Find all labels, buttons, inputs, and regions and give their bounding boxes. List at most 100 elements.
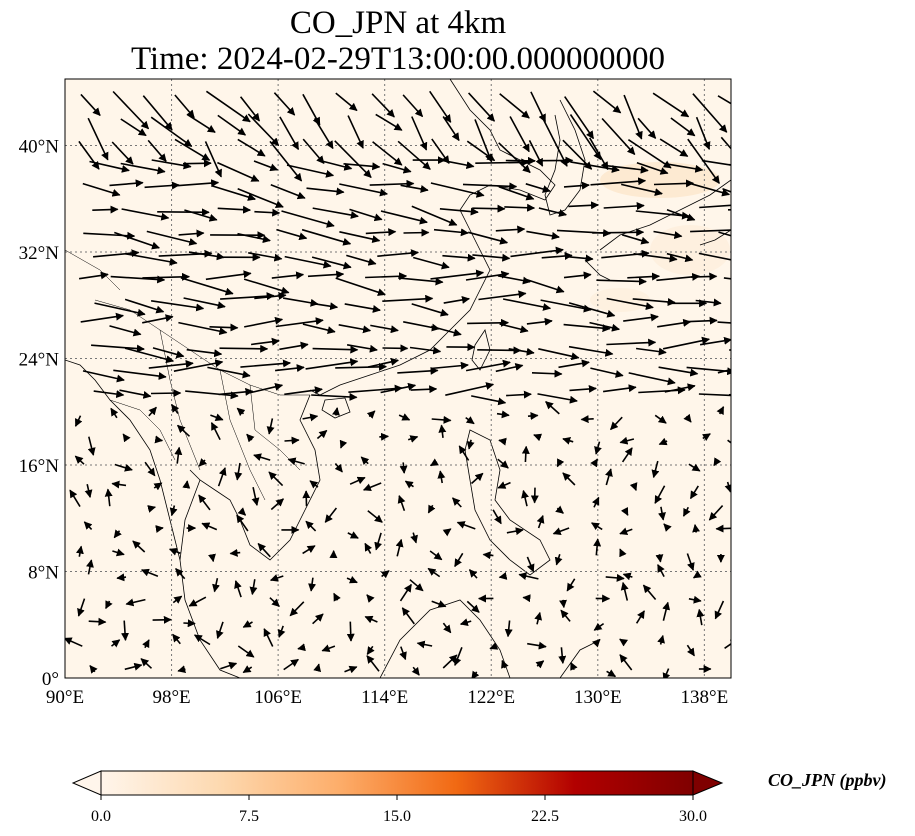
wind-arrow xyxy=(442,116,460,142)
wind-arrow xyxy=(431,138,450,164)
wind-arrow xyxy=(210,421,221,441)
wind-arrow xyxy=(78,140,100,170)
coastline-indochina xyxy=(179,394,321,678)
wind-arrow xyxy=(339,439,348,449)
concentration-highlights xyxy=(590,162,730,312)
wind-arrow xyxy=(65,637,83,647)
wind-arrow xyxy=(633,252,678,263)
wind-arrow xyxy=(466,140,496,162)
wind-arrow xyxy=(606,297,654,311)
wind-arrow xyxy=(655,554,664,563)
wind-arrow xyxy=(429,90,452,123)
lat-tick-label: 40°N xyxy=(19,137,60,158)
wind-arrow xyxy=(496,410,510,419)
wind-arrow xyxy=(110,407,119,419)
wind-arrow xyxy=(401,607,415,625)
wind-arrow xyxy=(183,297,226,310)
wind-arrow xyxy=(155,525,164,533)
wind-arrow xyxy=(377,249,419,258)
wind-arrow xyxy=(94,302,146,317)
wind-arrow xyxy=(610,416,623,431)
wind-arrow xyxy=(471,395,507,406)
wind-arrow xyxy=(397,140,431,170)
wind-arrow xyxy=(93,390,125,399)
wind-arrow xyxy=(510,246,564,258)
wind-arrow xyxy=(144,181,180,190)
wind-arrow xyxy=(74,455,85,465)
wind-arrow xyxy=(475,158,530,167)
wind-arrow xyxy=(370,324,399,334)
wind-arrow xyxy=(569,114,602,161)
wind-arrow xyxy=(482,551,494,560)
wind-arrow xyxy=(522,594,531,603)
colorbar-tick-label: 0.0 xyxy=(91,808,111,825)
wind-arrow xyxy=(364,542,373,554)
wind-arrow xyxy=(718,231,731,237)
lat-tick-label: 24°N xyxy=(19,350,60,371)
wind-arrow xyxy=(734,296,783,303)
wind-arrow xyxy=(242,620,253,628)
coastline-hainan xyxy=(321,397,351,419)
wind-arrow xyxy=(468,92,495,122)
wind-arrow xyxy=(87,436,96,456)
wind-arrow xyxy=(591,496,600,508)
wind-arrow xyxy=(429,550,443,561)
wind-arrow xyxy=(653,179,694,188)
wind-arrow xyxy=(459,618,472,626)
wind-arrow xyxy=(284,436,300,445)
wind-arrow xyxy=(111,480,127,489)
wind-arrow xyxy=(269,574,284,582)
wind-arrow xyxy=(730,114,731,116)
wind-arrow xyxy=(339,231,381,244)
wind-arrow xyxy=(124,347,175,364)
wind-arrow xyxy=(120,118,147,137)
wind-arrow xyxy=(273,92,296,116)
wind-arrow xyxy=(497,481,511,489)
wind-arrow xyxy=(249,579,258,596)
colorbar: 0.0 7.5 15.0 22.5 30.0 xyxy=(71,770,724,825)
wind-arrow xyxy=(346,254,377,266)
map-frame xyxy=(64,78,732,679)
wind-arrow xyxy=(569,384,597,393)
wind-arrow xyxy=(528,140,544,167)
wind-arrow xyxy=(204,141,222,178)
wind-arrow xyxy=(91,344,145,353)
wind-arrow xyxy=(627,139,672,169)
wind-arrow xyxy=(605,468,613,486)
wind-arrow xyxy=(499,93,530,119)
map-title: CO_JPN at 4km xyxy=(289,5,507,41)
wind-arrow xyxy=(198,458,208,467)
wind-arrow xyxy=(184,209,218,222)
wind-arrow xyxy=(120,162,166,175)
wind-arrow xyxy=(208,553,216,563)
wind-arrow xyxy=(606,669,617,678)
wind-arrow xyxy=(142,272,190,281)
wind-arrow xyxy=(657,563,665,577)
wind-arrow xyxy=(201,522,218,531)
wind-arrow xyxy=(699,336,731,346)
wind-arrow xyxy=(263,628,274,647)
wind-arrow xyxy=(339,183,388,197)
wind-arrow xyxy=(731,253,763,255)
wind-arrow xyxy=(690,229,731,233)
wind-arrow xyxy=(619,527,633,536)
wind-arrow xyxy=(365,228,397,237)
wind-arrow xyxy=(662,668,671,678)
coastline-borneo xyxy=(379,599,511,678)
wind-arrow xyxy=(629,482,638,492)
wind-arrow xyxy=(209,323,239,332)
wind-arrow xyxy=(478,290,527,301)
lat-tick-label: 16°N xyxy=(19,456,60,477)
wind-arrow xyxy=(146,230,198,246)
wind-arrow xyxy=(593,622,605,631)
wind-arrow xyxy=(338,324,372,334)
wind-arrow xyxy=(636,162,669,175)
wind-arrow xyxy=(589,137,609,171)
wind-arrow xyxy=(658,366,699,377)
wind-arrow xyxy=(439,207,479,216)
wind-arrow xyxy=(701,159,731,166)
wind-arrow xyxy=(316,429,328,440)
wind-arrow xyxy=(111,639,121,648)
wind-arrow xyxy=(286,164,335,178)
